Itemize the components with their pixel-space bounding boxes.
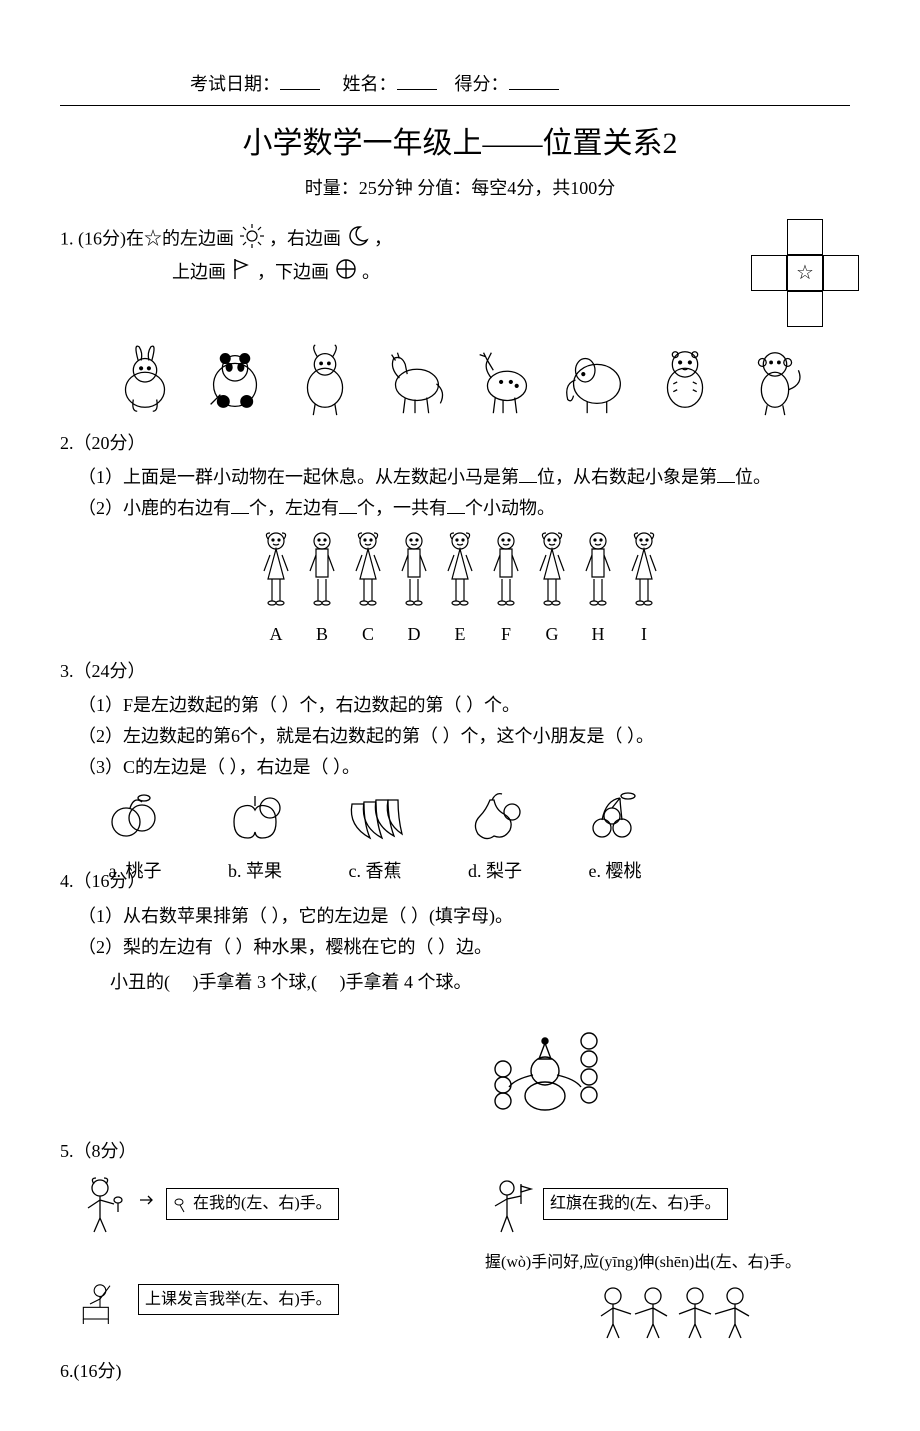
cross-top[interactable] xyxy=(787,219,823,255)
q3-sub3: （3）C的左边是（ ），右边是（ ）。 xyxy=(78,753,860,782)
cross-right[interactable] xyxy=(823,255,859,291)
clown-icon xyxy=(230,1001,860,1130)
name-blank[interactable] xyxy=(397,72,437,90)
score-blank[interactable] xyxy=(509,72,559,90)
cross-bottom[interactable] xyxy=(787,291,823,327)
kid-D: D xyxy=(394,529,434,649)
q2-b1[interactable] xyxy=(519,465,537,483)
spoon-pointer-icon xyxy=(138,1190,158,1219)
kid-I: I xyxy=(624,529,664,649)
handshake-icon xyxy=(485,1280,860,1349)
kid-label: F xyxy=(486,620,526,649)
name-label: 姓名： xyxy=(343,74,397,94)
kid-label: D xyxy=(394,620,434,649)
q3-sub1: （1）F是左边数起的第（ ）个，右边数起的第（ ）个。 xyxy=(78,691,860,720)
animal-panda xyxy=(196,339,274,421)
q1-mid2: ， xyxy=(374,228,392,248)
q1-mid1: ，右边画 xyxy=(269,228,341,248)
kid-label: H xyxy=(578,620,618,649)
cross-left[interactable] xyxy=(751,255,787,291)
header-rule xyxy=(60,105,850,106)
kid-H: H xyxy=(578,529,618,649)
q2-label: 2.（20分） xyxy=(60,429,146,458)
question-4: 4.（16分） xyxy=(60,867,860,896)
cross-grid: ☆ xyxy=(750,219,860,329)
date-blank[interactable] xyxy=(280,72,320,90)
q2-b4[interactable] xyxy=(339,496,357,514)
q6-spoon-text: 在我的(左、右)手。 xyxy=(166,1188,339,1220)
q4-label: 4.（16分） xyxy=(60,871,146,891)
animal-monkey xyxy=(736,339,814,421)
kid-A: A xyxy=(256,529,296,649)
q2-b2[interactable] xyxy=(717,465,735,483)
animal-deer xyxy=(466,339,544,421)
spoon-small-icon xyxy=(173,1197,189,1213)
q6-flag-text: 红旗在我的(左、右)手。 xyxy=(543,1188,728,1220)
q6-grid: 在我的(左、右)手。 红旗在我的(左、右)手。 上课发言我举(左、右)手。 握(… xyxy=(80,1174,860,1348)
q2-b5[interactable] xyxy=(447,496,465,514)
kid-label: C xyxy=(348,620,388,649)
kid-label: I xyxy=(624,620,664,649)
moon-icon xyxy=(346,224,370,257)
q1-line2b: ，下边画 xyxy=(257,262,329,282)
question-5: 5.（8分） xyxy=(60,1137,860,1166)
cross-center: ☆ xyxy=(787,255,823,291)
question-2: 2.（20分） xyxy=(60,429,860,458)
kid-label: B xyxy=(302,620,342,649)
animals-row xyxy=(60,339,860,421)
animal-horse xyxy=(376,339,454,421)
kid-E: E xyxy=(440,529,480,649)
q5-label: 5.（8分） xyxy=(60,1141,137,1161)
q2-sub1: （1）上面是一群小动物在一起休息。从左数起小马是第位，从右数起小象是第位。 xyxy=(78,463,860,492)
kid-B: B xyxy=(302,529,342,649)
q1-line2a: 上边画 xyxy=(172,262,226,282)
score-label: 得分： xyxy=(455,74,509,94)
animal-rabbit xyxy=(106,339,184,421)
question-6: 6.(16分) xyxy=(60,1357,860,1386)
exam-header: 考试日期： 姓名： 得分： xyxy=(190,70,860,99)
page-title: 小学数学一年级上——位置关系2 xyxy=(60,120,860,168)
animal-elephant xyxy=(556,339,634,421)
date-label: 考试日期： xyxy=(190,74,280,94)
circle-cross-icon xyxy=(334,257,358,290)
page-subtitle: 时量：25分钟 分值：每空4分，共100分 xyxy=(60,174,860,203)
q1-label: 1. (16分)在☆的左边画 xyxy=(60,228,234,248)
clown-block: 小丑的( )手拿着 3 个球,( )手拿着 4 个球。 xyxy=(110,968,860,1130)
clown-text: 小丑的( )手拿着 3 个球,( )手拿着 4 个球。 xyxy=(110,968,860,997)
sun-icon xyxy=(239,223,265,258)
q6-label: 6.(16分) xyxy=(60,1361,122,1381)
q3-label: 3.（24分） xyxy=(60,661,146,681)
kid-label: E xyxy=(440,620,480,649)
kid-label: A xyxy=(256,620,296,649)
person-spoon-icon xyxy=(80,1174,130,1234)
q6-raise: 上课发言我举(左、右)手。 xyxy=(80,1250,455,1348)
q6-shake: 握(wò)手问好,应(yīng)伸(shēn)出(左、右)手。 xyxy=(485,1250,860,1348)
q4-sub2: （2）梨的左边有（ ）种水果，樱桃在它的（ ）边。 xyxy=(78,933,860,962)
kid-F: F xyxy=(486,529,526,649)
person-flag-icon xyxy=(485,1174,535,1234)
kid-label: G xyxy=(532,620,572,649)
animal-goat xyxy=(286,339,364,421)
person-raise-icon xyxy=(80,1269,130,1329)
q3-sub2: （2）左边数起的第6个，就是右边数起的第（ ）个，这个小朋友是（ ）。 xyxy=(78,722,860,751)
question-1: 1. (16分)在☆的左边画 ，右边画 ， 上边画 ，下边画 xyxy=(60,223,860,329)
kid-C: C xyxy=(348,529,388,649)
question-3: 3.（24分） xyxy=(60,657,860,686)
flag-icon xyxy=(231,257,253,290)
q6-raise-text: 上课发言我举(左、右)手。 xyxy=(138,1284,339,1316)
q2-sub2: （2）小鹿的右边有个，左边有个，一共有个小动物。 xyxy=(78,494,860,523)
kid-G: G xyxy=(532,529,572,649)
q1-line2c: 。 xyxy=(362,262,380,282)
animal-tiger xyxy=(646,339,724,421)
q6-spoon: 在我的(左、右)手。 xyxy=(80,1174,455,1234)
q6-shake-text: 握(wò)手问好,应(yīng)伸(shēn)出(左、右)手。 xyxy=(485,1250,860,1276)
q6-flag: 红旗在我的(左、右)手。 xyxy=(485,1174,860,1234)
q2-b3[interactable] xyxy=(231,496,249,514)
q4-sub1: （1）从右数苹果排第（ ），它的左边是（ ）(填字母)。 xyxy=(78,902,860,931)
kids-figure: A B C xyxy=(60,529,860,649)
